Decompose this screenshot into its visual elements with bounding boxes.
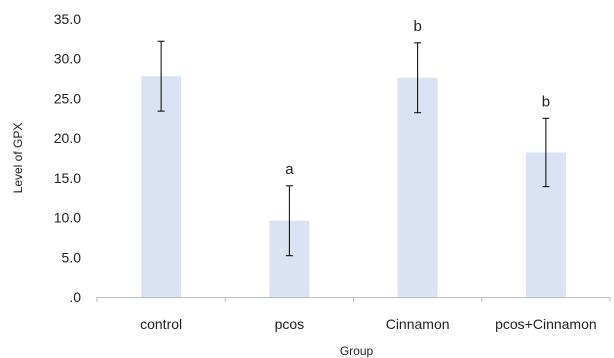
- bars: [141, 76, 566, 297]
- y-tick-label: .0: [69, 289, 81, 305]
- y-tick-label: 30.0: [54, 51, 81, 67]
- y-tick-label: 20.0: [54, 130, 81, 146]
- significance-labels: a b b: [285, 18, 550, 178]
- y-axis-ticks: .0 5.0 10.0 15.0 20.0 25.0 30.0 35.0: [54, 11, 81, 305]
- x-tick-label: control: [140, 316, 182, 332]
- bar: [397, 77, 438, 297]
- significance-label: b: [542, 93, 550, 110]
- y-tick-label: 15.0: [54, 170, 81, 186]
- y-tick-label: 10.0: [54, 210, 81, 226]
- y-tick-label: 5.0: [62, 249, 82, 265]
- x-tick-label: pcos: [275, 316, 305, 332]
- y-axis-title: Level of GPX: [11, 123, 25, 194]
- x-tick-label: Cinnamon: [386, 316, 450, 332]
- bar: [141, 76, 182, 297]
- x-axis-ticks: control pcos Cinnamon pcos+Cinnamon: [96, 297, 611, 332]
- error-bars: [157, 40, 550, 257]
- x-tick-label: pcos+Cinnamon: [495, 316, 597, 332]
- y-tick-label: 25.0: [54, 90, 81, 106]
- x-axis-title: Group: [340, 344, 374, 358]
- y-tick-label: 35.0: [54, 11, 81, 27]
- significance-label: a: [285, 161, 294, 178]
- significance-label: b: [413, 18, 421, 35]
